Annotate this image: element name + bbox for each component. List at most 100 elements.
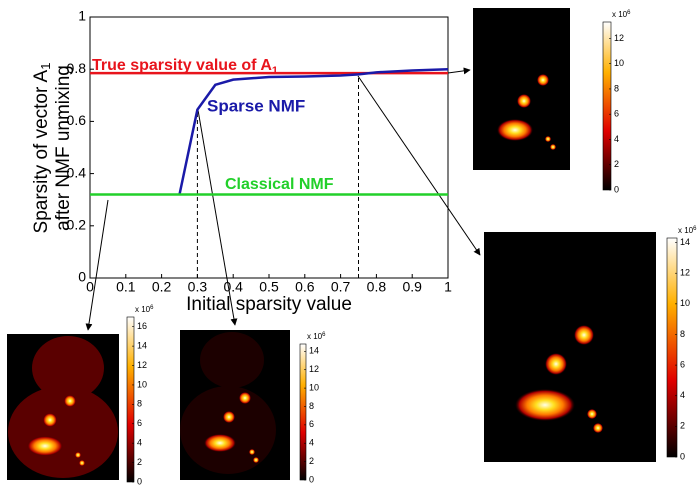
colorbar-tick-label: 4: [614, 134, 619, 144]
colorbar-tick-label: 12: [614, 33, 624, 43]
multiplier-text: x 10: [612, 10, 628, 19]
body-outline: [8, 386, 118, 478]
x-tick-label: 1: [444, 279, 452, 295]
colorbar-tick-label: 12: [680, 268, 690, 278]
multiplier-text: x 10: [307, 332, 323, 341]
multiplier-text: x 10: [678, 226, 694, 235]
hot-spot: [587, 409, 597, 419]
colorbar: [667, 238, 677, 457]
hot-spot: [75, 452, 81, 458]
colorbar-tick-label: 12: [309, 364, 319, 374]
colorbar-tick-label: 14: [680, 237, 690, 247]
colorbar-multiplier: x 106: [678, 226, 697, 236]
colorbar-tick-label: 10: [309, 382, 319, 392]
series-label-sub: 1: [272, 65, 278, 77]
colorbar-tick-label: 0: [614, 184, 619, 194]
x-tick-label: 0.4: [223, 279, 243, 295]
multiplier-exponent: 6: [322, 332, 326, 338]
hot-spot: [79, 460, 85, 466]
x-tick-label: 0.8: [367, 279, 387, 295]
x-tick-label: 0: [86, 279, 94, 295]
series-label: True sparsity value of A1: [92, 57, 278, 77]
x-tick-label: 0.3: [188, 279, 208, 295]
y-tick-label: 1: [78, 8, 86, 24]
colorbar-tick-label: 2: [137, 457, 142, 467]
colorbar-tick-label: 14: [137, 340, 147, 350]
plot-area: [90, 17, 448, 278]
hot-spot: [550, 144, 556, 150]
colorbar-multiplier: x 106: [612, 10, 631, 20]
series-label-text: True sparsity value of A: [92, 57, 272, 74]
hot-spot: [515, 389, 575, 421]
multiplier-exponent: 6: [693, 226, 697, 232]
hot-spot: [249, 449, 255, 455]
hot-spot: [43, 413, 57, 427]
colorbar-tick-label: 8: [614, 83, 619, 93]
arrow: [358, 76, 480, 255]
hot-spot: [239, 392, 251, 404]
hot-spot: [497, 119, 533, 141]
x-tick-label: 0.2: [152, 279, 172, 295]
colorbar-tick-label: 10: [680, 298, 690, 308]
colorbar-tick-label: 12: [137, 360, 147, 370]
hot-spot: [545, 353, 567, 375]
hot-spot: [517, 94, 531, 108]
hot-spot: [545, 136, 551, 142]
colorbar-tick-label: 8: [137, 399, 142, 409]
y-axis-label: Sparsity of vector A1: [31, 63, 53, 234]
arrow: [448, 70, 470, 73]
hot-spot: [574, 325, 594, 345]
hot-spot: [223, 411, 235, 423]
body-outline: [180, 386, 276, 474]
colorbar-tick-label: 6: [614, 109, 619, 119]
colorbar-multiplier: x 106: [135, 305, 154, 315]
hot-spot: [27, 436, 63, 456]
x-tick-label: 0.9: [402, 279, 422, 295]
colorbar-tick-label: 2: [680, 421, 685, 431]
colorbar: [127, 317, 134, 482]
y-label-sub: 1: [38, 63, 53, 70]
colorbar-tick-label: 4: [137, 438, 142, 448]
page: {"chart_data": { "type": "line", "xlabel…: [0, 0, 699, 487]
x-axis-label: Initial sparsity value: [186, 294, 352, 315]
chart: 024681012x 10602468101214x 1060246810121…: [0, 0, 699, 487]
colorbar-tick-label: 0: [309, 474, 314, 484]
colorbar-tick-label: 14: [309, 346, 319, 356]
colorbar-tick-label: 6: [309, 419, 314, 429]
colorbar-tick-label: 2: [614, 159, 619, 169]
hot-spot: [64, 395, 76, 407]
colorbar-tick-label: 4: [309, 438, 314, 448]
multiplier-exponent: 6: [627, 10, 631, 16]
y-tick-label: 0: [78, 269, 86, 285]
colorbar-tick-label: 4: [680, 390, 685, 400]
x-tick-label: 0.6: [295, 279, 315, 295]
colorbar-tick-label: 8: [680, 329, 685, 339]
body-outline: [200, 332, 264, 388]
colorbar-multiplier: x 106: [307, 332, 326, 342]
hot-spot: [204, 434, 236, 452]
colorbar-tick-label: 0: [137, 476, 142, 486]
hot-spot: [537, 74, 549, 86]
colorbar-tick-label: 10: [614, 58, 624, 68]
colorbar-tick-label: 0: [680, 451, 685, 461]
y-label-text: Sparsity of vector A: [31, 69, 52, 233]
multiplier-text: x 10: [135, 305, 151, 314]
series-label: Sparse NMF: [207, 96, 305, 115]
colorbar-tick-label: 8: [309, 401, 314, 411]
x-tick-label: 0.7: [331, 279, 351, 295]
inset: 0 2 4 6 8 10 12 14x 106: [484, 226, 697, 462]
x-tick-label: 0.1: [116, 279, 136, 295]
y-axis-label-2: after NMF unmixing: [53, 65, 74, 231]
hot-spot: [253, 457, 259, 463]
x-tick-label: 0.5: [259, 279, 279, 295]
colorbar-tick-label: 2: [309, 456, 314, 466]
arrow: [88, 200, 108, 330]
colorbar-tick-label: 6: [137, 418, 142, 428]
hot-spot: [593, 423, 603, 433]
series-label: Classical NMF: [225, 176, 334, 193]
